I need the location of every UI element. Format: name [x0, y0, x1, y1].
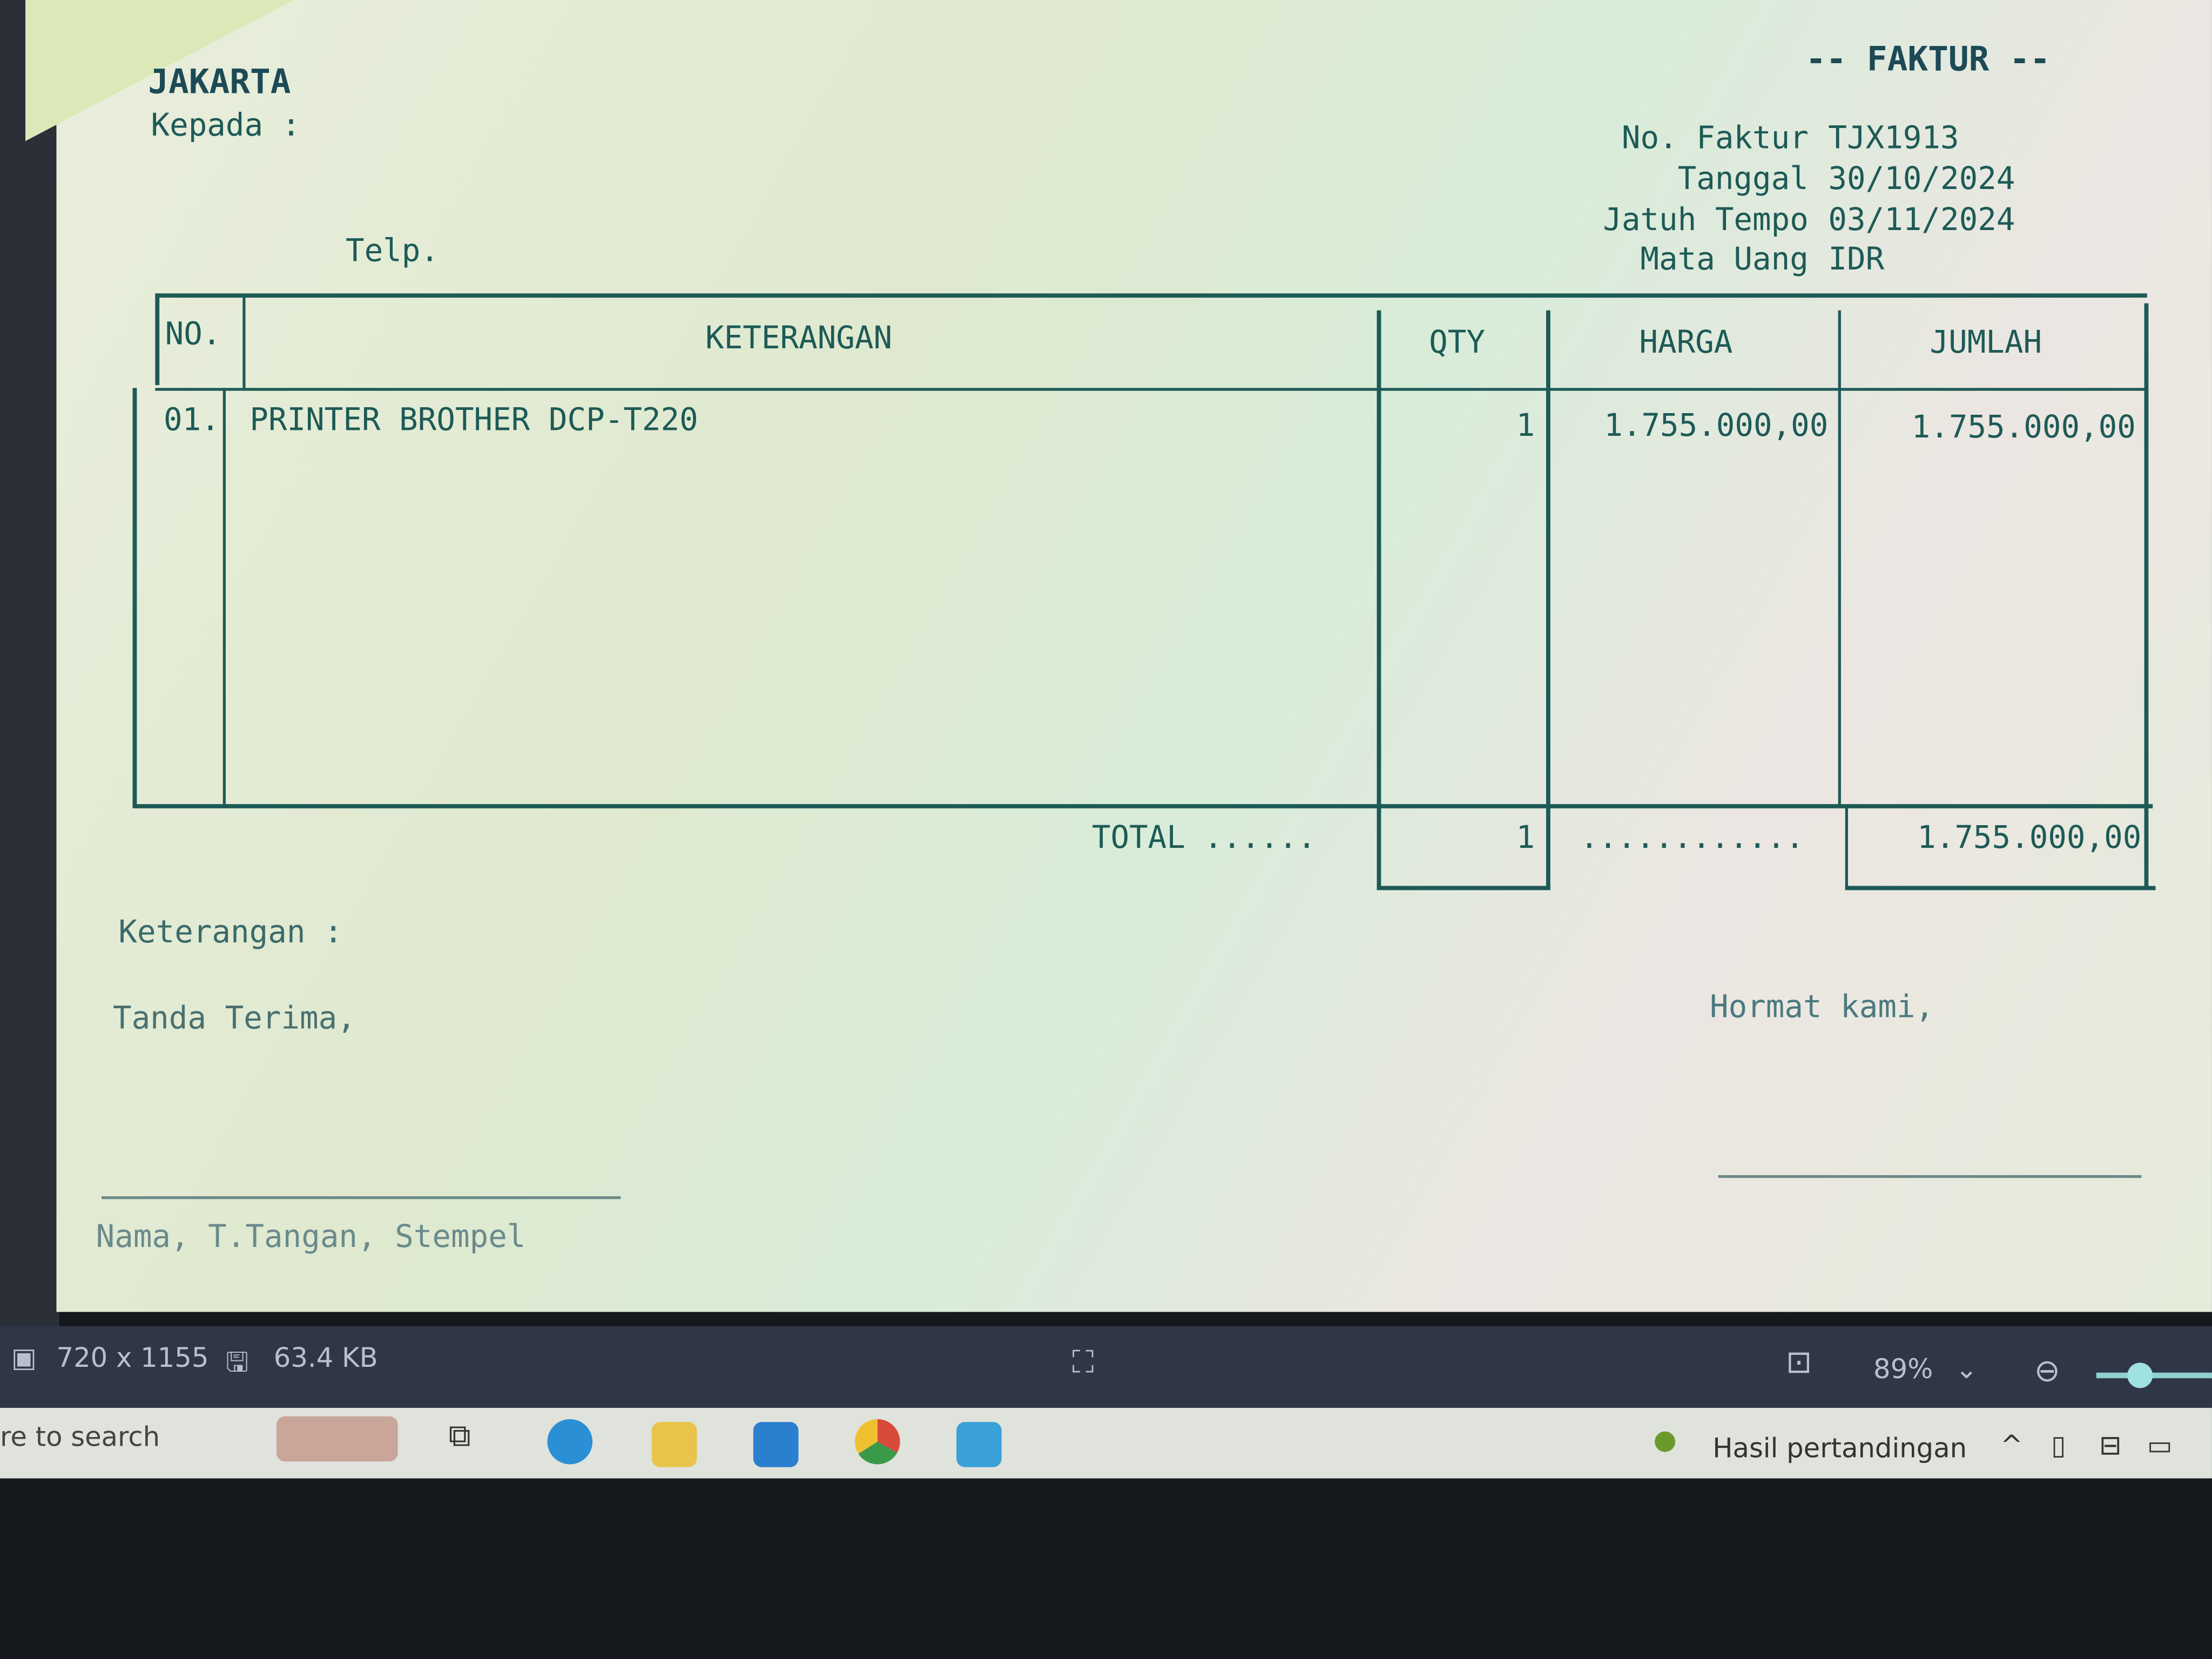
task-view-icon[interactable]: ⧉ [448, 1419, 471, 1455]
monitor-bezel [0, 0, 59, 1326]
col-description: KETERANGAN [705, 321, 893, 357]
to-label: Kepada : [151, 109, 301, 144]
signature-label: Nama, T.Tangan, Stempel [96, 1220, 526, 1256]
meta-label: Mata Uang [1640, 242, 1809, 278]
chrome-icon[interactable] [854, 1419, 900, 1465]
row-qty: 1 [1516, 409, 1535, 444]
actual-size-icon[interactable]: ⊡ [1786, 1346, 1812, 1381]
zoom-level[interactable]: 89% [1873, 1354, 1933, 1386]
fit-screen-icon[interactable]: ⛶ [1072, 1346, 1094, 1381]
invoice-date: 30/10/2024 [1828, 162, 2015, 198]
signature-line [102, 1196, 621, 1199]
image-icon: ▣ [11, 1343, 37, 1374]
edge-icon[interactable] [547, 1419, 593, 1465]
total-amount: 1.755.000,00 [1917, 821, 2142, 857]
col-qty: QTY [1429, 326, 1485, 361]
meta-label: Tanggal [1677, 162, 1809, 198]
row-amount: 1.755.000,00 [1911, 410, 2136, 446]
weather-icon: ● [1653, 1425, 1677, 1456]
notes-label: Keterangan : [118, 915, 343, 951]
col-price: HARGA [1639, 326, 1733, 361]
col-amount: JUMLAH [1930, 326, 2042, 361]
photos-icon[interactable] [956, 1422, 1002, 1467]
chevron-down-icon[interactable]: ⌄ [1955, 1354, 1978, 1386]
row-price: 1.755.000,00 [1604, 409, 1829, 444]
invoice-document [56, 0, 2212, 1312]
chevron-up-icon[interactable]: ^ [2000, 1430, 2023, 1462]
meta-label: No. Faktur [1621, 121, 1809, 157]
receipt-label: Tanda Terima, [112, 1001, 356, 1037]
invoice-title: -- FAKTUR -- [1805, 39, 2051, 79]
total-qty: 1 [1516, 821, 1535, 857]
total-label: TOTAL ...... [1091, 821, 1317, 857]
row-no: 01. [164, 403, 220, 439]
city: JAKARTA [148, 62, 291, 102]
network-icon[interactable]: ⊟ [2099, 1430, 2122, 1462]
zoom-slider[interactable] [2096, 1372, 2212, 1379]
col-no: NO. [165, 317, 221, 353]
due-date: 03/11/2024 [1828, 203, 2015, 239]
zoom-out-icon[interactable]: ⊖ [2034, 1354, 2060, 1390]
save-icon: 🖫 [225, 1347, 249, 1379]
meta-label: Jatuh Tempo [1603, 203, 1809, 239]
mail-icon[interactable] [753, 1422, 799, 1467]
search-highlight-image[interactable] [276, 1416, 398, 1462]
news-widget[interactable]: Hasil pertandingan [1712, 1433, 1967, 1465]
search-box[interactable]: re to search [0, 1422, 160, 1453]
invoice-number: TJX1913 [1828, 121, 1959, 157]
regards-label: Hormat kami, [1709, 990, 1934, 1026]
signature-line [1718, 1175, 2142, 1178]
currency: IDR [1828, 242, 1885, 278]
taskbar: re to search ⧉ ● Hasil pertandingan ^ ▯ … [0, 1407, 2212, 1479]
image-dimensions: 720 x 1155 [56, 1343, 209, 1374]
file-explorer-icon[interactable] [651, 1422, 697, 1467]
viewer-status-bar: ▣ 720 x 1155 🖫 63.4 KB ⛶ ⊡ 89% ⌄ ⊖ [0, 1326, 2212, 1411]
row-description: PRINTER BROTHER DCP-T220 [249, 403, 698, 439]
battery-icon[interactable]: ▭ [2147, 1430, 2173, 1462]
zoom-slider-thumb[interactable] [2127, 1363, 2153, 1388]
total-dots: ............ [1580, 821, 1804, 857]
file-size: 63.4 KB [273, 1343, 378, 1374]
phone-label: Telp. [345, 234, 440, 269]
device-icon[interactable]: ▯ [2051, 1430, 2066, 1462]
